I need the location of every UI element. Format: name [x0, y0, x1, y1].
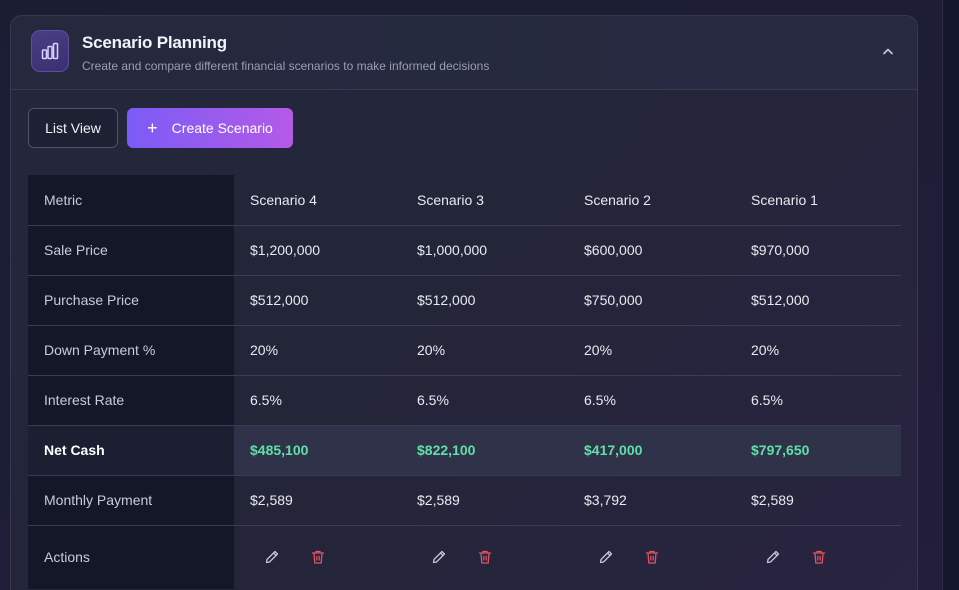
table-cell: $822,100 [401, 425, 568, 476]
row-label: Monthly Payment [28, 475, 234, 526]
table-row-actions: Actions [28, 525, 901, 589]
card-header[interactable]: Scenario Planning Create and compare dif… [11, 16, 917, 90]
table-row-interest-rate: Interest Rate 6.5% 6.5% 6.5% 6.5% [28, 375, 901, 426]
row-label: Sale Price [28, 225, 234, 276]
pencil-icon[interactable] [429, 547, 449, 567]
table-cell: $417,000 [568, 425, 735, 476]
row-label: Actions [28, 525, 234, 589]
table-cell: $797,650 [735, 425, 901, 476]
table-cell: $1,000,000 [401, 225, 568, 276]
chevron-up-icon [883, 48, 893, 55]
table-header-row: Metric Scenario 4 Scenario 3 Scenario 2 … [28, 175, 901, 226]
trash-icon[interactable] [642, 547, 662, 567]
actions-cell-scenario-4 [234, 525, 401, 589]
page-title: Scenario Planning [82, 33, 227, 52]
table-cell: 6.5% [568, 375, 735, 426]
actions-cell-scenario-2 [568, 525, 735, 589]
table-cell: $2,589 [234, 475, 401, 526]
table-cell: $2,589 [401, 475, 568, 526]
create-scenario-button[interactable]: + Create Scenario [127, 108, 293, 148]
page-subtitle: Create and compare different financial s… [82, 59, 490, 73]
pencil-icon[interactable] [763, 547, 783, 567]
plus-icon: + [147, 118, 158, 138]
actions-cell-scenario-3 [401, 525, 568, 589]
table-cell: $1,200,000 [234, 225, 401, 276]
trash-icon[interactable] [809, 547, 829, 567]
trash-icon[interactable] [475, 547, 495, 567]
table-cell: $3,792 [568, 475, 735, 526]
table-cell: 20% [735, 325, 901, 376]
collapse-button[interactable] [877, 40, 899, 62]
table-row-down-payment: Down Payment % 20% 20% 20% 20% [28, 325, 901, 376]
table-cell: $750,000 [568, 275, 735, 326]
bar-chart-icon [31, 30, 69, 72]
table-cell: $512,000 [234, 275, 401, 326]
scenario-planning-card: Scenario Planning Create and compare dif… [10, 15, 918, 590]
row-label: Purchase Price [28, 275, 234, 326]
table-cell: 6.5% [735, 375, 901, 426]
table-cell: $2,589 [735, 475, 901, 526]
list-view-button[interactable]: List View [28, 108, 118, 148]
pencil-icon[interactable] [596, 547, 616, 567]
column-header-scenario-2: Scenario 2 [568, 175, 735, 226]
trash-icon[interactable] [308, 547, 328, 567]
side-panel-edge [942, 0, 959, 590]
actions-cell-scenario-1 [735, 525, 901, 589]
table-cell: 6.5% [401, 375, 568, 426]
scenario-comparison-table: Metric Scenario 4 Scenario 3 Scenario 2 … [28, 175, 901, 589]
column-header-scenario-3: Scenario 3 [401, 175, 568, 226]
table-cell: $512,000 [401, 275, 568, 326]
table-cell: $512,000 [735, 275, 901, 326]
table-cell: 6.5% [234, 375, 401, 426]
column-header-scenario-1: Scenario 1 [735, 175, 901, 226]
column-header-scenario-4: Scenario 4 [234, 175, 401, 226]
table-cell: 20% [568, 325, 735, 376]
row-label: Down Payment % [28, 325, 234, 376]
table-cell: $600,000 [568, 225, 735, 276]
table-cell: 20% [234, 325, 401, 376]
table-row-sale-price: Sale Price $1,200,000 $1,000,000 $600,00… [28, 225, 901, 276]
pencil-icon[interactable] [262, 547, 282, 567]
table-row-monthly-payment: Monthly Payment $2,589 $2,589 $3,792 $2,… [28, 475, 901, 526]
table-cell: 20% [401, 325, 568, 376]
table-row-net-cash: Net Cash $485,100 $822,100 $417,000 $797… [28, 425, 901, 476]
row-label: Net Cash [28, 425, 234, 476]
table-cell: $970,000 [735, 225, 901, 276]
table-cell: $485,100 [234, 425, 401, 476]
table-row-purchase-price: Purchase Price $512,000 $512,000 $750,00… [28, 275, 901, 326]
row-label: Interest Rate [28, 375, 234, 426]
create-scenario-label: Create Scenario [171, 120, 273, 136]
column-header-metric: Metric [28, 175, 234, 226]
